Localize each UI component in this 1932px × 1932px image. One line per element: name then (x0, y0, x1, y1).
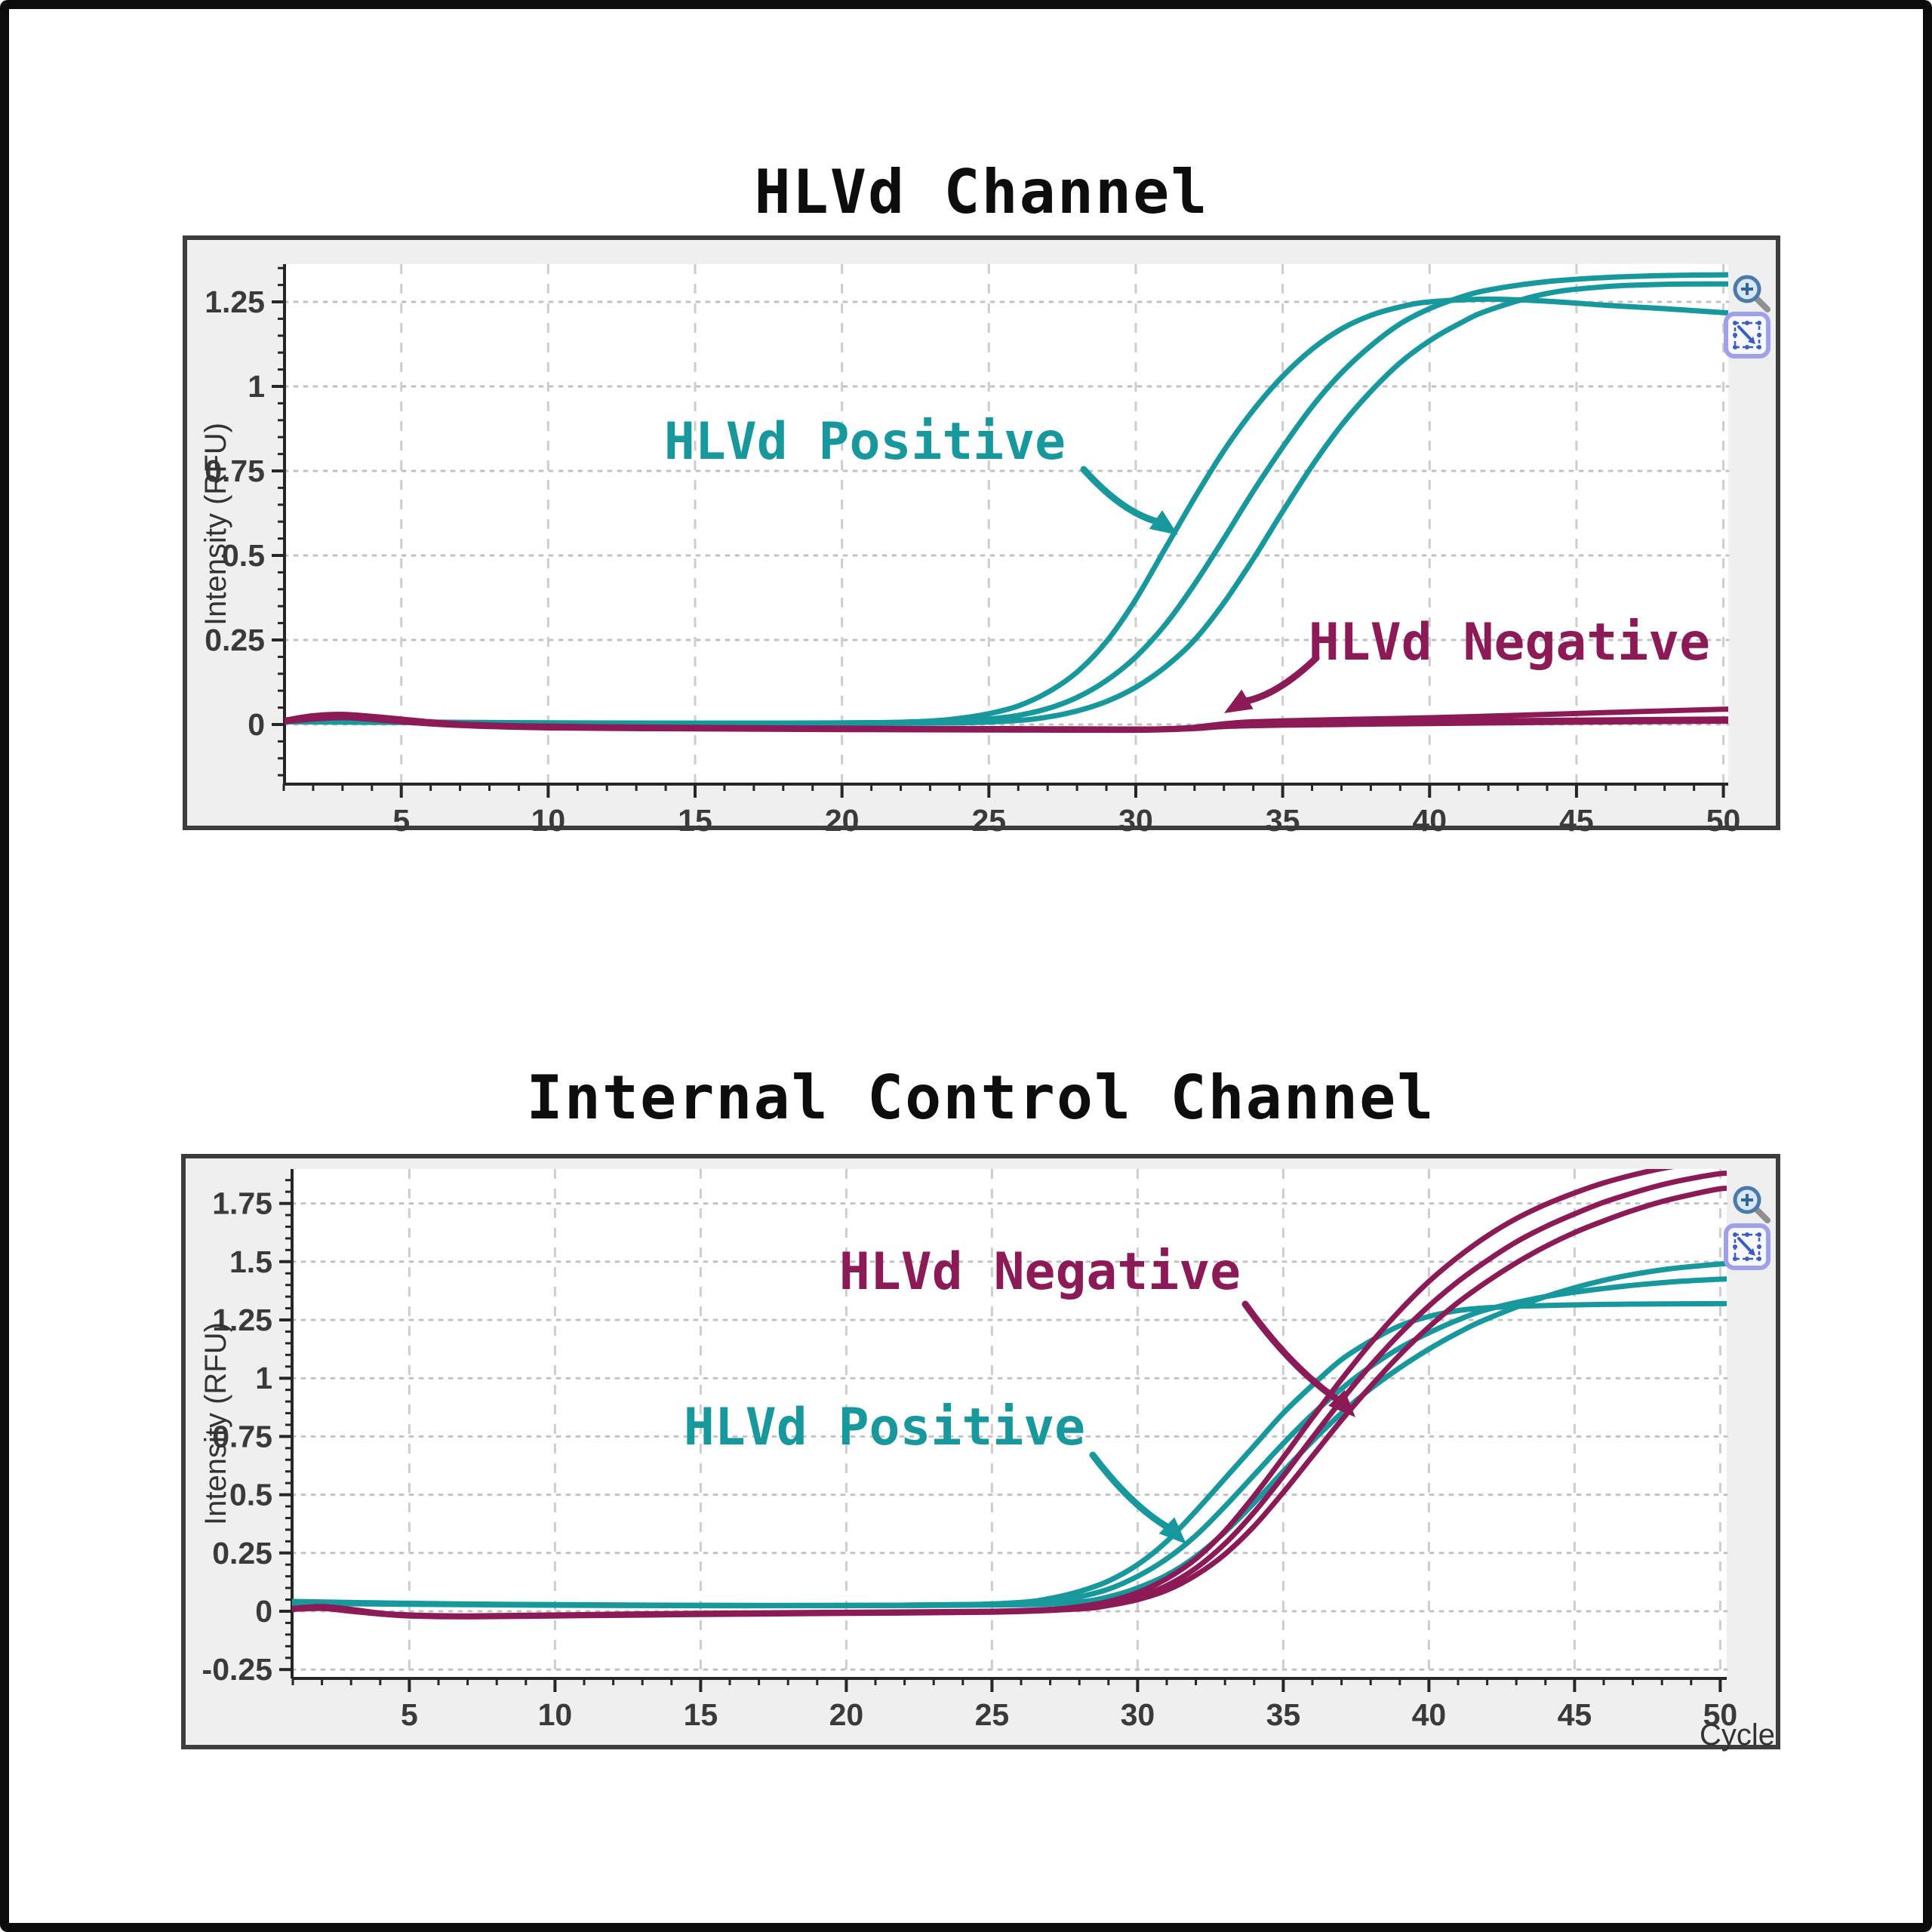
x-tick-label: 5 (401, 1697, 418, 1732)
y-tick-label: 1.75 (212, 1186, 272, 1221)
marquee-handle-dot (1757, 1232, 1761, 1237)
marquee-handle-dot (1757, 1244, 1761, 1249)
marquee-handle-dot (1745, 321, 1749, 325)
x-tick-label: 30 (1121, 1697, 1155, 1732)
marquee-arrow (1737, 325, 1753, 342)
marquee-arrowhead (1748, 337, 1755, 344)
marquee-arrow (1737, 1237, 1753, 1254)
x-tick-label: 10 (531, 803, 566, 838)
magnifier-handle (1752, 1205, 1770, 1223)
series-ic-hlvd-negative-3 (292, 1186, 1727, 1620)
y-tick-label: 1.25 (212, 1303, 272, 1337)
annotation-arrow (1241, 1300, 1343, 1404)
marquee-handle-dot (1745, 1257, 1749, 1261)
magnifier-handle (1752, 294, 1770, 312)
chart-hlvd-channel: 0 0.25 0.5 0.75 1 1.25 5 10 15 20 25 30 35 40 45 50 Inte… (183, 235, 1780, 838)
x-tick-label: 15 (684, 1697, 718, 1732)
series-hlvd-negative-3 (285, 715, 1728, 734)
x-tick-label: 10 (538, 1697, 573, 1732)
annotation-arrowhead (1149, 510, 1178, 535)
annotation-arrow (1240, 654, 1320, 706)
annotation-arrow (1080, 466, 1163, 526)
x-tick-label: 35 (1266, 803, 1300, 838)
y-axis-label: Intensity (RFU) (199, 1322, 232, 1525)
y-tick-label: 0.75 (212, 1419, 272, 1454)
y-tick-label: 0.5 (229, 1478, 272, 1512)
plot-area (292, 1169, 1727, 1678)
plot-area (285, 264, 1728, 784)
x-tick-label: 20 (825, 803, 860, 838)
x-tick-label: 25 (975, 1697, 1010, 1732)
marquee-handle-dot (1733, 345, 1737, 349)
y-tick-label: 1 (248, 369, 265, 404)
marquee-handle-dot (1745, 1232, 1749, 1237)
title-hlvd-channel: HLVd Channel (754, 157, 1209, 227)
marquee-arrowhead (1748, 1248, 1755, 1256)
annotation-arrowhead (1328, 1389, 1355, 1417)
marquee-handle-dot (1757, 345, 1761, 349)
x-tick-label: 20 (829, 1697, 864, 1732)
x-axis-label-cycle: Cycle (1700, 1718, 1775, 1752)
marquee-select-icon[interactable] (1724, 312, 1770, 358)
marquee-handle-dot (1733, 1244, 1737, 1249)
series-hlvd-positive-3 (285, 281, 1728, 727)
marquee-handle-dot (1757, 321, 1761, 325)
y-tick-label: 0 (248, 707, 265, 742)
x-tick-label: 50 (1703, 1697, 1738, 1732)
marquee-handle-dot (1757, 1257, 1761, 1261)
marquee-handle-dot (1733, 1257, 1737, 1261)
title-internal-control-channel: Internal Control Channel (526, 1063, 1435, 1133)
annotation-arrow (1089, 1451, 1174, 1532)
annotation-hlvd-positive-label: HLVd Positive (684, 1398, 1085, 1457)
x-tick-label: 45 (1559, 803, 1594, 838)
marquee-handle-dot (1733, 321, 1737, 325)
annotation-hlvd-positive-label: HLVd Positive (664, 412, 1066, 472)
zoom-in-icon[interactable] (1733, 1186, 1770, 1223)
y-tick-label: 0 (255, 1594, 272, 1629)
y-tick-label: 0.25 (212, 1536, 272, 1571)
x-tick-label: 25 (972, 803, 1007, 838)
x-tick-label: 35 (1266, 1697, 1301, 1732)
y-tick-label: 1.25 (205, 285, 265, 319)
y-tick-label: 0.25 (205, 623, 265, 657)
chart-internal-control-channel: -0.25 0 0.25 0.5 0.75 1 1.25 1.5 1.75 5 10 15 20 25 30… (181, 1154, 1780, 1752)
x-tick-label: 15 (678, 803, 712, 838)
marquee-select-icon[interactable] (1724, 1223, 1770, 1270)
annotation-arrowhead (1158, 1517, 1186, 1544)
marquee-handle-dot (1745, 345, 1749, 349)
y-tick-label: 0.5 (222, 538, 265, 573)
annotation-arrowhead (1224, 689, 1254, 713)
annotation-hlvd-negative-label: HLVd Negative (839, 1242, 1241, 1302)
y-tick-label: 1.5 (229, 1244, 272, 1279)
y-axis-label: Intensity (RFU) (199, 423, 232, 626)
x-tick-label: 40 (1412, 1697, 1447, 1732)
x-tick-label: 5 (392, 803, 410, 838)
x-tick-label: 45 (1558, 1697, 1592, 1732)
marquee-handle-dot (1733, 333, 1737, 337)
marquee-handle-dot (1757, 333, 1761, 337)
x-tick-label: 40 (1412, 803, 1447, 838)
y-tick-label: 1 (255, 1361, 272, 1395)
marquee-handle-dot (1733, 1232, 1737, 1237)
x-tick-label: 30 (1118, 803, 1153, 838)
y-tick-label: -0.25 (202, 1652, 272, 1687)
y-tick-label: 0.75 (205, 454, 265, 488)
zoom-in-icon[interactable] (1733, 275, 1770, 312)
x-tick-label: 50 (1706, 803, 1741, 838)
annotation-hlvd-negative-label: HLVd Negative (1309, 613, 1710, 672)
series-curves (285, 272, 1728, 734)
